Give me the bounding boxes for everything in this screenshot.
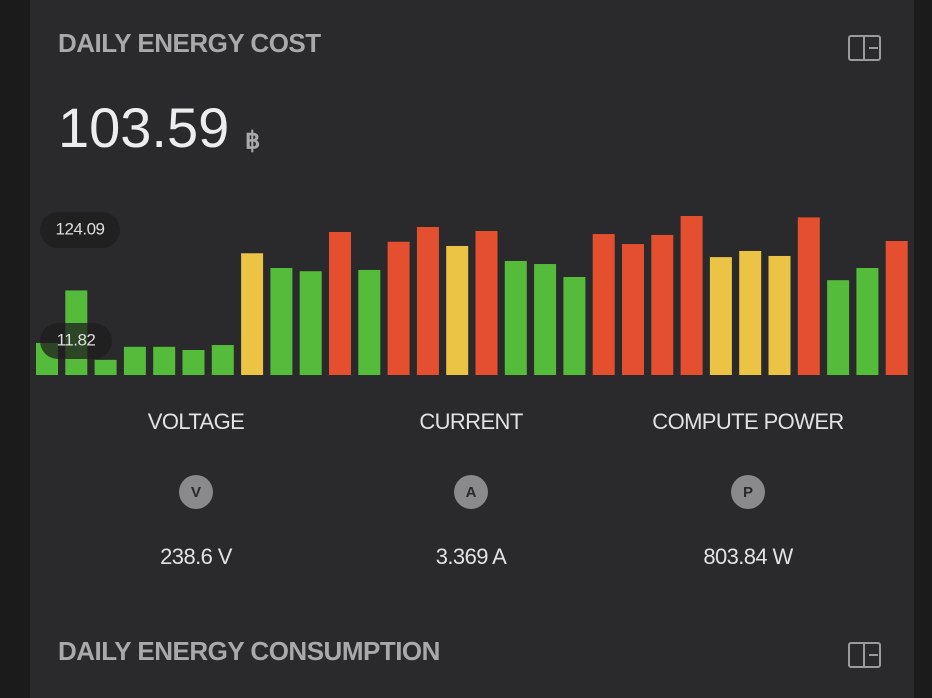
bar — [387, 241, 410, 375]
entity-name: CURRENT — [419, 409, 523, 434]
bar — [534, 264, 557, 375]
bar — [709, 257, 732, 375]
bar — [563, 276, 586, 375]
bar — [856, 268, 879, 375]
state-value: 103.59 — [58, 96, 229, 159]
bar — [241, 253, 264, 375]
entity-icon-letter: V — [191, 484, 201, 501]
bar — [680, 216, 703, 375]
bar — [270, 268, 293, 375]
card-icon[interactable] — [848, 642, 881, 668]
entity-icon — [454, 475, 488, 509]
bar-chart: 124.09 11.82 — [36, 212, 908, 375]
bar — [739, 250, 762, 375]
label-pill — [40, 323, 112, 359]
bar — [153, 346, 176, 375]
min-label: 11.82 — [57, 330, 96, 349]
label-pill — [40, 212, 120, 248]
entities: VOLTAGE V 238.6 V CURRENT A 3.369 A COMPUTE PO… — [148, 409, 845, 569]
bar — [622, 244, 644, 375]
state-unit: ฿ — [245, 127, 260, 154]
bar — [827, 280, 850, 375]
card — [30, 0, 914, 698]
card-title: DAILY ENERGY CONSUMPTION — [58, 636, 440, 666]
bar — [94, 359, 117, 375]
bar — [651, 234, 674, 375]
bar — [797, 217, 820, 375]
entity-value: 803.84 W — [703, 544, 793, 569]
bar — [299, 271, 322, 375]
bar — [329, 232, 351, 375]
bar — [475, 230, 498, 375]
bar — [885, 240, 908, 375]
entity-icon-letter: A — [466, 484, 477, 501]
bar — [768, 255, 791, 375]
max-label: 124.09 — [56, 219, 105, 238]
bar — [182, 350, 205, 375]
bar — [504, 260, 527, 375]
bar — [358, 269, 381, 375]
entity-icon — [731, 475, 765, 509]
card-icon[interactable] — [848, 35, 881, 61]
bar — [446, 245, 469, 375]
entity-value: 3.369 A — [436, 544, 507, 569]
entity-name: COMPUTE POWER — [652, 409, 843, 434]
entity-icon — [179, 475, 213, 509]
entity-icon-letter: P — [743, 484, 753, 501]
entity-name: VOLTAGE — [148, 409, 244, 434]
entity-value: 238.6 V — [160, 544, 233, 569]
card-title: DAILY ENERGY COST — [58, 28, 321, 58]
bar — [416, 227, 439, 375]
bar — [592, 234, 615, 375]
bar — [211, 345, 234, 375]
bar — [123, 346, 146, 375]
